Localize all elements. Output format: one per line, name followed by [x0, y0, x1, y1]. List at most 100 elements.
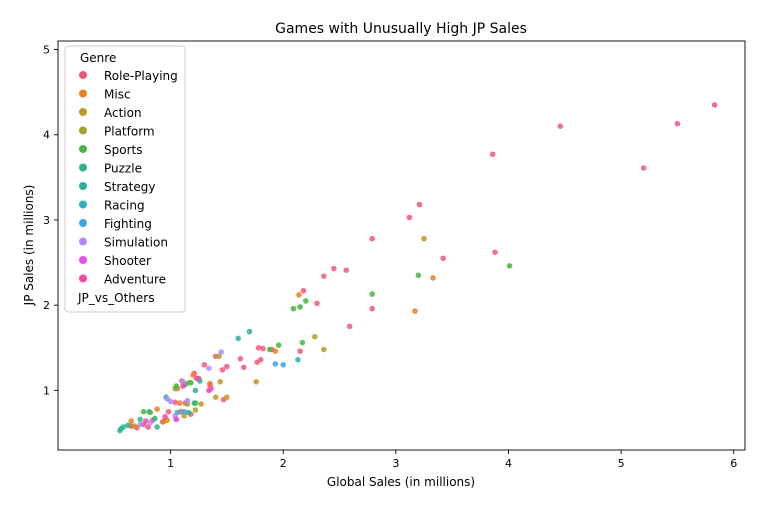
data-point — [321, 346, 327, 353]
data-point — [303, 298, 309, 304]
chart-title: Games with Unusually High JP Sales — [275, 21, 527, 37]
data-point — [120, 424, 127, 430]
data-point — [173, 416, 180, 423]
x-tick-label: 6 — [730, 457, 737, 470]
data-point — [343, 267, 350, 274]
data-point — [674, 120, 681, 127]
data-point — [275, 342, 282, 349]
y-tick-label: 4 — [43, 129, 50, 142]
data-point — [207, 380, 213, 387]
data-point — [272, 361, 279, 367]
data-point — [260, 345, 266, 352]
x-axis-label: Global Sales (in millions) — [327, 475, 475, 489]
legend-marker — [79, 145, 87, 153]
data-point — [406, 214, 413, 221]
x-axis: 1 2 3 4 5 6 — [167, 450, 737, 470]
data-point — [237, 356, 244, 362]
legend: Genre Role-Playing Misc Action Platform Spor… — [64, 45, 186, 313]
legend-label: Action — [104, 106, 142, 120]
data-point — [440, 255, 447, 262]
y-tick-label: 1 — [43, 384, 50, 397]
data-point — [192, 387, 199, 394]
data-point — [297, 348, 303, 355]
data-point — [492, 249, 498, 256]
legend-extra-entry: JP_vs_Others — [77, 291, 154, 305]
data-point — [180, 379, 186, 385]
data-point — [369, 291, 376, 297]
data-point — [280, 362, 287, 368]
legend-marker — [79, 274, 87, 283]
data-point — [430, 275, 436, 281]
legend-items: Role-Playing Misc Action Platform Sports Puzz… — [79, 69, 178, 287]
data-point — [162, 414, 168, 420]
data-point — [253, 379, 259, 385]
data-point — [184, 397, 191, 404]
y-axis: 1 2 3 4 5 — [43, 44, 58, 397]
data-point — [297, 304, 303, 310]
legend-label: Adventure — [104, 273, 166, 287]
data-point — [143, 418, 149, 424]
y-tick-label: 3 — [43, 214, 50, 227]
data-point — [266, 346, 273, 353]
legend-label: Shooter — [104, 254, 151, 268]
data-point — [321, 273, 327, 280]
data-point — [192, 407, 199, 413]
y-tick-label: 2 — [43, 299, 50, 312]
legend-title: Genre — [80, 51, 116, 65]
data-point — [193, 375, 200, 382]
data-point — [117, 427, 123, 434]
data-point — [185, 409, 192, 416]
data-point — [191, 400, 198, 406]
data-point — [489, 151, 496, 158]
data-point — [296, 292, 302, 298]
data-point — [154, 424, 160, 430]
data-point — [290, 305, 297, 312]
data-point — [312, 333, 318, 340]
data-point — [246, 328, 253, 335]
data-point — [331, 265, 337, 272]
data-point — [206, 387, 212, 394]
data-point — [137, 421, 143, 428]
data-point — [198, 401, 204, 407]
data-point — [146, 408, 152, 415]
data-point — [255, 345, 262, 351]
data-point — [295, 356, 301, 363]
data-point — [235, 335, 241, 342]
data-point — [152, 415, 158, 422]
data-point — [172, 399, 178, 406]
data-point — [506, 263, 513, 269]
data-point — [346, 323, 353, 330]
data-point — [125, 422, 131, 429]
legend-marker — [79, 126, 87, 135]
data-point — [216, 353, 222, 360]
data-point — [640, 165, 647, 171]
data-point — [412, 308, 418, 314]
data-point — [201, 362, 208, 368]
legend-marker — [79, 163, 87, 172]
data-point — [165, 408, 172, 415]
data-point — [131, 423, 138, 429]
data-point — [415, 272, 422, 279]
legend-marker — [79, 182, 87, 190]
data-point — [173, 383, 180, 389]
legend-label: Simulation — [104, 236, 168, 250]
data-point — [217, 379, 223, 385]
data-point — [314, 300, 320, 307]
data-point — [557, 123, 564, 129]
data-point — [176, 400, 183, 406]
legend-marker — [79, 219, 87, 227]
legend-marker — [79, 89, 87, 98]
data-point — [137, 416, 143, 423]
data-point — [241, 364, 247, 371]
legend-label: Role-Playing — [104, 69, 178, 83]
data-point — [272, 348, 279, 355]
data-point — [145, 424, 151, 430]
legend-marker — [79, 71, 87, 79]
data-point — [154, 406, 160, 412]
legend-label: Sports — [104, 143, 142, 157]
x-tick-label: 1 — [167, 457, 174, 470]
data-point — [224, 363, 230, 370]
points-layer — [117, 102, 718, 434]
legend-frame — [64, 45, 186, 313]
